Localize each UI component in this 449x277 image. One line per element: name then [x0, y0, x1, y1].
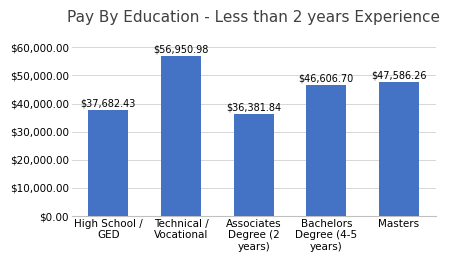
Bar [161, 56, 201, 216]
Bar [88, 110, 128, 216]
Text: $36,381.84: $36,381.84 [226, 102, 281, 112]
Title: Pay By Education - Less than 2 years Experience: Pay By Education - Less than 2 years Exp… [67, 10, 440, 25]
Bar [306, 85, 346, 216]
Text: $56,950.98: $56,950.98 [153, 45, 209, 55]
Text: $37,682.43: $37,682.43 [81, 99, 136, 109]
Bar [233, 114, 274, 216]
Text: $47,586.26: $47,586.26 [371, 71, 427, 81]
Bar [379, 82, 419, 216]
Text: $46,606.70: $46,606.70 [299, 74, 354, 84]
